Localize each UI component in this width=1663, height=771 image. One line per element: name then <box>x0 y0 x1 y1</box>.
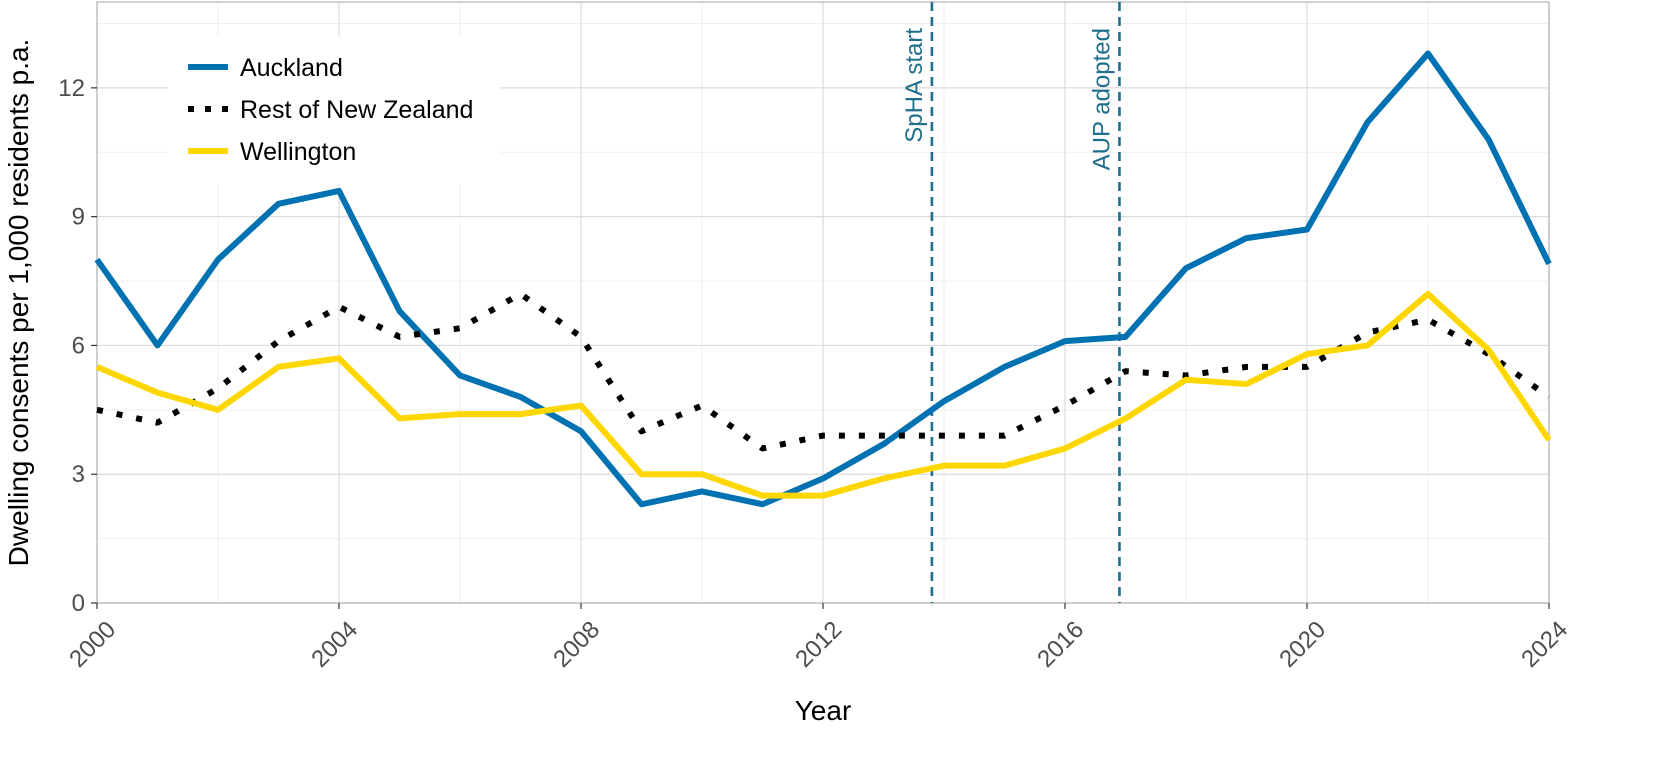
x-tick-label: 2024 <box>1516 616 1573 673</box>
y-tick-label: 3 <box>72 461 85 488</box>
x-tick-label: 2016 <box>1032 616 1089 673</box>
reference-lines: SpHA start AUP adopted <box>901 2 1121 603</box>
y-tick-label: 9 <box>72 204 85 231</box>
series-line-wellington <box>95 290 1552 499</box>
y-axis-title: Dwelling consents per 1,000 residents p.… <box>3 39 34 567</box>
reference-line-label: SpHA start <box>901 28 928 143</box>
series-line-auckland <box>94 50 1552 508</box>
x-axis-title: Year <box>795 695 852 726</box>
x-tick-label: 2000 <box>64 616 121 673</box>
legend-label: Wellington <box>240 138 356 166</box>
y-tick-label: 0 <box>72 590 85 617</box>
legend-label: Rest of New Zealand <box>240 96 473 124</box>
series-line-rest-of-new-zealand <box>96 290 1551 452</box>
reference-line-label: AUP adopted <box>1088 28 1115 170</box>
x-tick-label: 2008 <box>548 616 605 673</box>
x-tick-label: 2012 <box>790 616 847 673</box>
y-tick-label: 6 <box>72 332 85 359</box>
x-axis-ticks: 2000 2004 2008 2012 2016 2020 2024 <box>64 603 1573 673</box>
y-axis-ticks: 0 3 6 9 12 <box>58 75 97 617</box>
legend: Auckland Rest of New Zealand Wellington <box>168 36 500 184</box>
x-tick-label: 2004 <box>306 616 363 673</box>
legend-label: Auckland <box>240 54 343 82</box>
series-layer <box>94 50 1552 508</box>
y-tick-label: 12 <box>58 75 85 102</box>
x-tick-label: 2020 <box>1274 616 1331 673</box>
